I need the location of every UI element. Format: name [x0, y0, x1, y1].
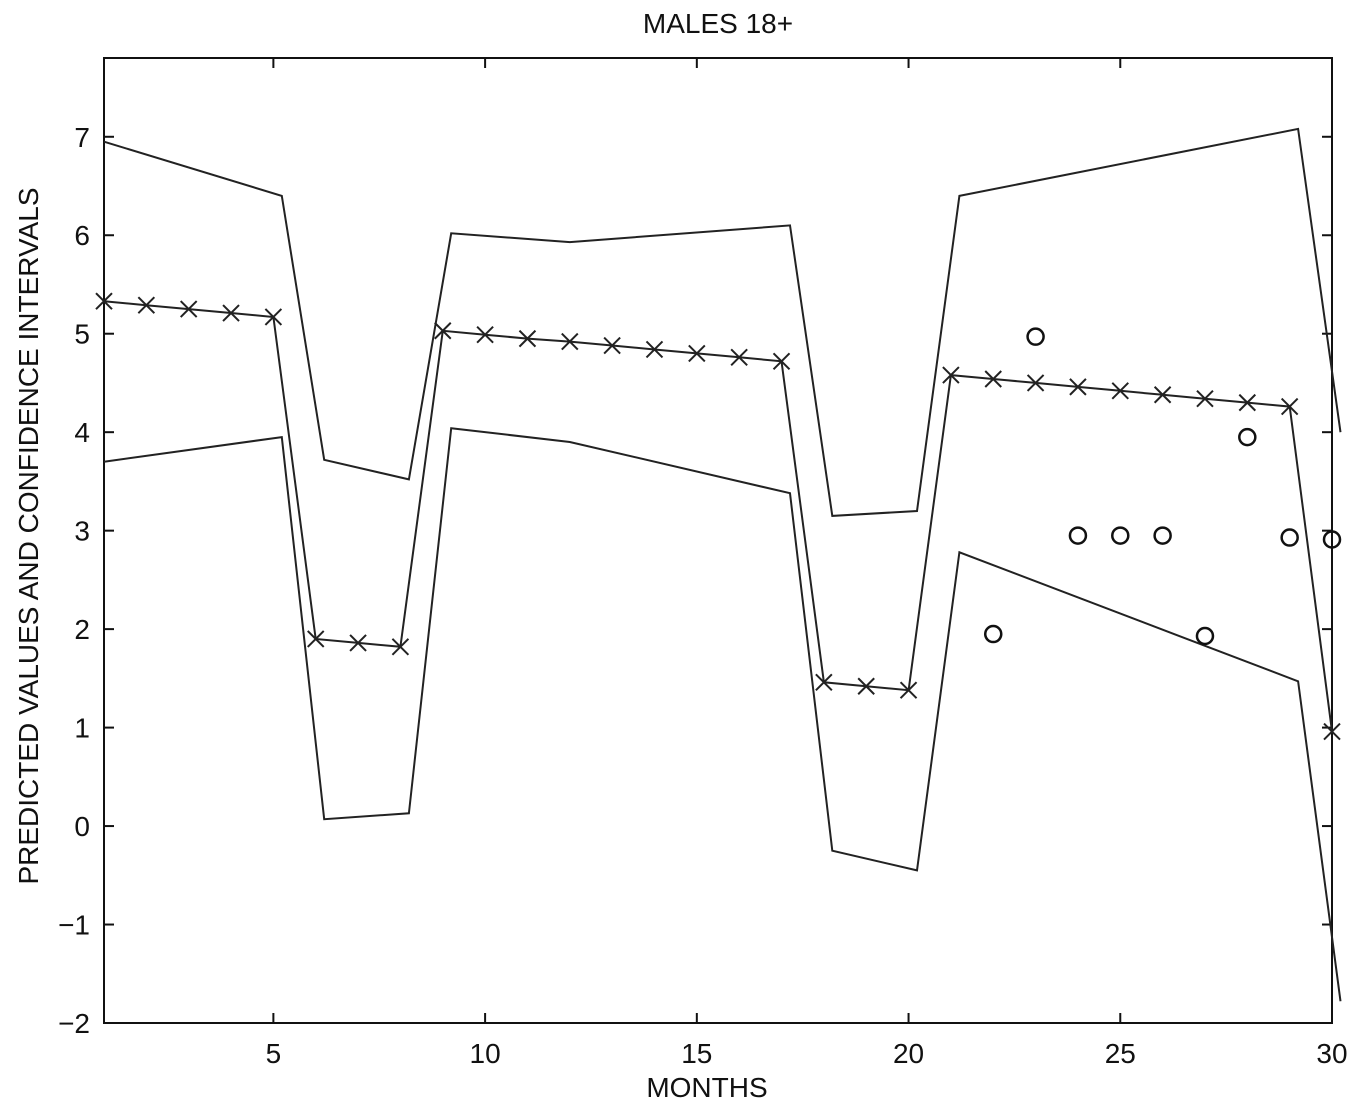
- series-upper-ci: [103, 127, 1342, 517]
- y-tick-label: 0: [74, 811, 90, 842]
- predicted-marker: [645, 340, 664, 359]
- upper-ci-line: [103, 127, 1342, 517]
- observed-point: [1322, 530, 1342, 549]
- lower-ci-line: [103, 427, 1342, 1002]
- predicted-marker: [391, 638, 410, 656]
- series-predicted: [95, 292, 1341, 741]
- predicted-marker: [984, 370, 1002, 388]
- predicted-marker: [307, 630, 325, 648]
- y-tick-label: 1: [74, 713, 90, 744]
- x-tick-label: 25: [1105, 1038, 1136, 1069]
- x-tick-label: 15: [681, 1038, 712, 1069]
- predicted-marker: [222, 304, 240, 322]
- series-layer: [95, 127, 1342, 1002]
- y-tick-label: 6: [74, 220, 90, 251]
- predicted-marker: [349, 634, 367, 652]
- x-tick-label: 20: [893, 1038, 924, 1069]
- y-tick-label: 3: [74, 516, 90, 547]
- predicted-marker: [1196, 389, 1214, 408]
- observed-point: [1111, 526, 1130, 545]
- predicted-marker: [1280, 397, 1299, 416]
- x-axis-label: MONTHS: [646, 1072, 767, 1103]
- observed-point: [983, 624, 1003, 644]
- y-tick-label: −2: [58, 1008, 90, 1039]
- predicted-marker: [434, 322, 452, 340]
- observed-point: [1068, 526, 1088, 545]
- predicted-marker: [1238, 393, 1257, 412]
- y-tick-label: 5: [74, 319, 90, 350]
- observed-point: [1153, 526, 1172, 545]
- observed-point: [1026, 327, 1045, 346]
- predicted-marker: [179, 300, 198, 318]
- y-tick-label: 7: [74, 122, 90, 153]
- predicted-marker: [1323, 722, 1341, 741]
- series-lower-ci: [103, 427, 1342, 1002]
- predicted-marker: [603, 336, 621, 355]
- predicted-marker: [476, 325, 494, 344]
- y-tick-label: 4: [74, 417, 90, 448]
- predicted-marker: [857, 677, 875, 695]
- plot-frame: [103, 57, 1333, 1024]
- predicted-marker: [1026, 374, 1045, 392]
- y-axis-label: PREDICTED VALUES AND CONFIDENCE INTERVAL…: [13, 187, 44, 884]
- predicted-marker: [95, 292, 113, 310]
- x-tick-labels: 5 10 15 20 25 30: [266, 1038, 1348, 1069]
- series-observed: [983, 327, 1342, 646]
- predicted-marker: [1111, 382, 1129, 400]
- predicted-marker: [1069, 378, 1087, 396]
- predicted-marker: [899, 681, 918, 699]
- observed-point: [1238, 427, 1257, 447]
- observed-point: [1195, 626, 1215, 646]
- chart-title: MALES 18+: [643, 8, 793, 39]
- predicted-marker: [561, 332, 579, 351]
- predicted-marker: [1153, 386, 1172, 404]
- predicted-marker: [688, 344, 706, 363]
- predicted-marker: [942, 366, 960, 384]
- observed-point: [1280, 528, 1299, 547]
- predicted-marker: [137, 296, 156, 314]
- predicted-line: [103, 300, 1333, 732]
- x-tick-label: 10: [470, 1038, 501, 1069]
- predicted-marker: [730, 348, 748, 367]
- predicted-marker: [518, 329, 537, 348]
- tick-marks: [104, 58, 1333, 1024]
- predicted-marker: [772, 352, 791, 370]
- x-tick-label: 30: [1316, 1038, 1347, 1069]
- x-tick-label: 5: [266, 1038, 282, 1069]
- predicted-marker: [264, 308, 283, 326]
- y-tick-label: −1: [58, 910, 90, 941]
- y-tick-label: 2: [74, 614, 90, 645]
- predicted-marker: [815, 673, 833, 692]
- y-tick-labels: −2 −1 0 1 2 3 4 5 6 7: [58, 122, 90, 1039]
